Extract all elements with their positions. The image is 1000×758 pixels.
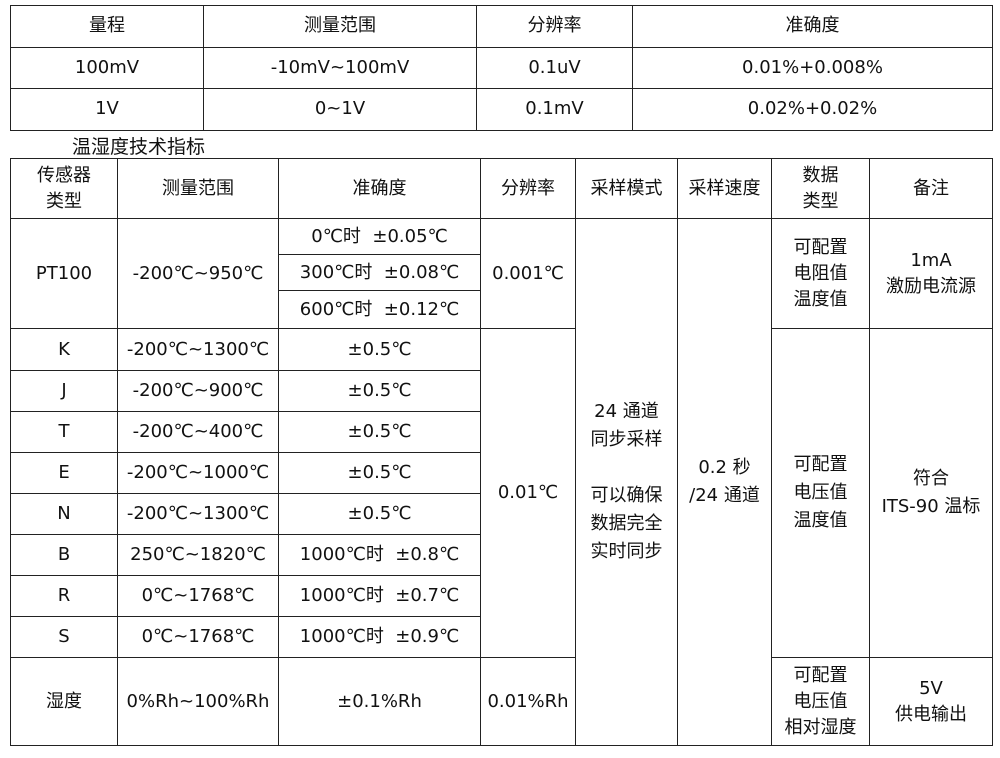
table-row: T -200℃~400℃ ±0.5℃ — [10, 411, 993, 453]
cell: ±0.5℃ — [278, 452, 481, 494]
cell: 0℃~1768℃ — [117, 575, 279, 617]
cell: 0.01℃ — [480, 328, 576, 658]
cell: -200℃~1300℃ — [117, 328, 279, 371]
cell: ±0.5℃ — [278, 370, 481, 412]
cell: T — [10, 411, 118, 453]
cell: -10mV~100mV — [203, 46, 477, 89]
cell: 250℃~1820℃ — [117, 534, 279, 576]
cell: 0℃~1768℃ — [117, 616, 279, 658]
header-cell: 数据 类型 — [771, 158, 870, 219]
cell: -200℃~1000℃ — [117, 452, 279, 494]
cell: 0.2 秒 /24 通道 — [677, 218, 772, 746]
cell: B — [10, 534, 118, 576]
table-row: S 0℃~1768℃ 1000℃时 ±0.9℃ — [10, 616, 993, 658]
cell: PT100 — [10, 218, 118, 329]
cell: -200℃~400℃ — [117, 411, 279, 453]
cell: ±0.1%Rh — [278, 657, 481, 746]
cell: 0.01%+0.008% — [632, 46, 993, 89]
header-cell: 采样模式 — [575, 158, 678, 219]
cell: K — [10, 328, 118, 371]
cell: N — [10, 493, 118, 535]
cell: 300℃时 ±0.08℃ — [278, 254, 481, 291]
table-row: 600℃时 ±0.12℃ — [11, 290, 993, 329]
table-row: 100mV -10mV~100mV 0.1uV 0.01%+0.008% — [10, 46, 993, 89]
header-cell: 测量范围 — [203, 5, 477, 48]
header-cell: 采样速度 — [677, 158, 772, 219]
cell: 0.1uV — [476, 46, 633, 89]
cell: 湿度 — [10, 657, 118, 746]
cell: ±0.5℃ — [278, 493, 481, 535]
header-cell: 传感器 类型 — [10, 158, 118, 219]
cell: -200℃~950℃ — [117, 218, 279, 329]
cell: 100mV — [10, 46, 204, 89]
header-cell: 量程 — [10, 5, 204, 48]
cell: 可配置 电压值 温度值 — [771, 328, 870, 658]
table-row: B 250℃~1820℃ 1000℃时 ±0.8℃ — [10, 534, 993, 576]
range-table: 量程 测量范围 分辨率 准确度 100mV -10mV~100mV 0.1uV … — [10, 5, 993, 131]
cell: 0.1mV — [476, 88, 633, 131]
table-header-row: 量程 测量范围 分辨率 准确度 — [10, 5, 993, 48]
cell: 0.01%Rh — [480, 657, 576, 746]
cell: 0.001℃ — [480, 218, 576, 329]
cell: 0.02%+0.02% — [632, 88, 993, 131]
cell: 1mA 激励电流源 — [869, 218, 993, 329]
cell: E — [10, 452, 118, 494]
cell: J — [10, 370, 118, 412]
cell: 符合 ITS-90 温标 — [869, 328, 993, 658]
table-row: N -200℃~1300℃ ±0.5℃ — [10, 493, 993, 535]
cell: 1000℃时 ±0.7℃ — [278, 575, 481, 617]
cell: -200℃~1300℃ — [117, 493, 279, 535]
cell: 0~1V — [203, 88, 477, 131]
table-row: 1V 0~1V 0.1mV 0.02%+0.02% — [10, 88, 993, 131]
cell: -200℃~900℃ — [117, 370, 279, 412]
cell: 0℃时 ±0.05℃ — [278, 218, 481, 255]
table-row: 湿度 0%Rh~100%Rh ±0.1%Rh 0.01%Rh 可配置 电压值 相… — [10, 657, 993, 746]
cell: ±0.5℃ — [278, 411, 481, 453]
cell: ±0.5℃ — [278, 328, 481, 371]
header-cell: 准确度 — [632, 5, 993, 48]
sensor-table: 传感器 类型 测量范围 准确度 分辨率 采样模式 采样速度 数据 类型 备注 P… — [10, 158, 993, 746]
cell: 1V — [10, 88, 204, 131]
header-cell: 分辨率 — [480, 158, 576, 219]
section-heading: 温湿度技术指标 — [72, 136, 206, 158]
header-cell: 分辨率 — [476, 5, 633, 48]
cell: 24 通道 同步采样 可以确保 数据完全 实时同步 — [575, 218, 678, 746]
header-cell: 准确度 — [278, 158, 481, 219]
cell: S — [10, 616, 118, 658]
table-row: R 0℃~1768℃ 1000℃时 ±0.7℃ — [10, 575, 993, 617]
cell: 1000℃时 ±0.8℃ — [278, 534, 481, 576]
cell: R — [10, 575, 118, 617]
cell: 0%Rh~100%Rh — [117, 657, 279, 746]
table-row: K -200℃~1300℃ ±0.5℃ 0.01℃ 可配置 电压值 温度值 符合… — [10, 328, 993, 658]
header-cell: 测量范围 — [117, 158, 279, 219]
table-row: J -200℃~900℃ ±0.5℃ — [10, 370, 993, 412]
cell: 可配置 电压值 相对湿度 — [771, 657, 870, 746]
cell: 可配置 电阻值 温度值 — [771, 218, 870, 329]
table-row: 300℃时 ±0.08℃ — [11, 254, 993, 291]
header-cell: 备注 — [869, 158, 993, 219]
table-header-row: 传感器 类型 测量范围 准确度 分辨率 采样模式 采样速度 数据 类型 备注 — [10, 158, 993, 219]
cell: 600℃时 ±0.12℃ — [278, 290, 481, 329]
table-row: PT100 -200℃~950℃ 0℃时 ±0.05℃ 0.001℃ 24 通道… — [10, 218, 993, 746]
cell: 5V 供电输出 — [869, 657, 993, 746]
cell: 1000℃时 ±0.9℃ — [278, 616, 481, 658]
